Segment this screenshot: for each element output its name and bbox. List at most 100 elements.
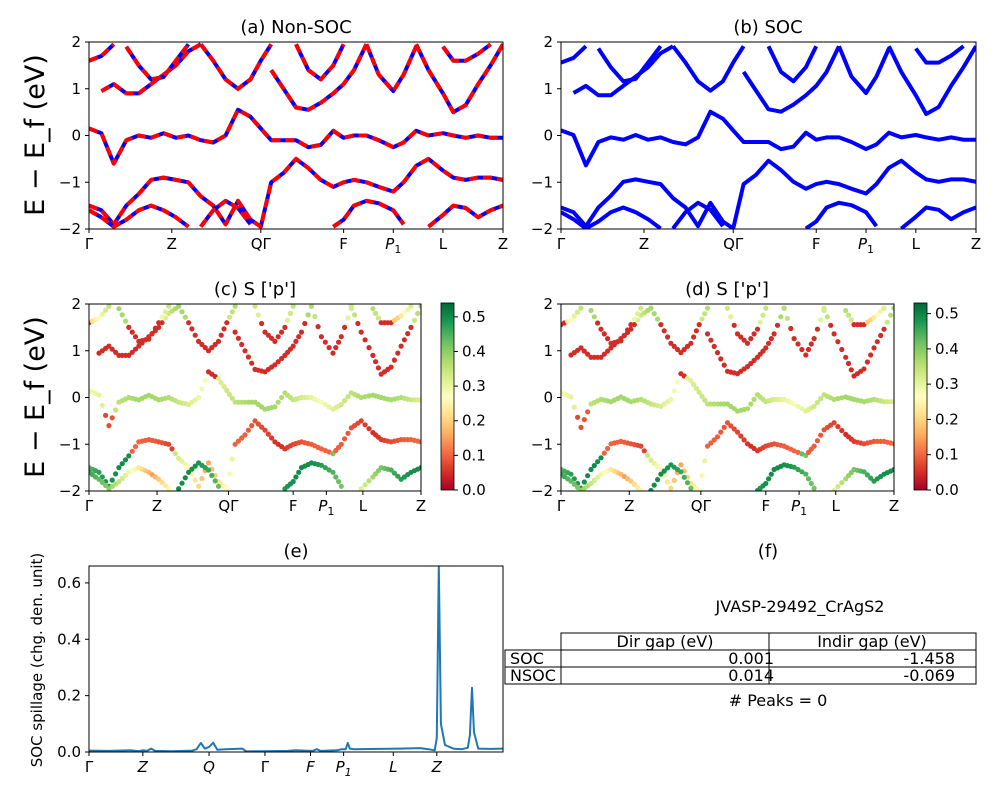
projection-point <box>688 340 694 346</box>
projection-point <box>655 477 661 483</box>
projection-point <box>166 304 172 309</box>
band-line-soc-8 <box>596 44 663 84</box>
projection-point <box>645 452 651 459</box>
projection-point <box>891 441 894 447</box>
projection-point <box>568 471 574 477</box>
projection-point <box>648 457 654 463</box>
projection-point <box>212 478 218 484</box>
projection-point <box>835 396 841 402</box>
projection-point <box>751 396 757 402</box>
band-line-up-4 <box>332 198 406 229</box>
projection-point <box>638 443 644 449</box>
projection-point <box>126 352 132 358</box>
panel-d-ytick-label: 0 <box>543 389 553 407</box>
projection-point <box>595 459 601 465</box>
panel-b-title: (b) SOC <box>733 17 802 38</box>
projection-point <box>728 314 734 320</box>
projection-point <box>242 348 248 354</box>
projection-point <box>370 306 376 312</box>
panel-d-title: (d) S ['p'] <box>685 279 769 300</box>
projection-point <box>591 314 597 320</box>
projection-point <box>358 329 364 335</box>
projection-point <box>738 433 744 439</box>
projection-point <box>618 338 624 344</box>
projection-point <box>744 406 751 412</box>
projection-point <box>763 345 769 351</box>
projection-point <box>106 343 112 349</box>
table-header-dir-gap: Dir gap (eV) <box>617 632 714 651</box>
panel-d-xtick-label: QΓ <box>691 497 712 515</box>
projection-point <box>290 479 296 485</box>
panel-a-xtick-label: Γ <box>85 235 94 253</box>
projection-point <box>668 396 674 402</box>
panel-c-ylabel: E − E_f (eV) <box>20 316 51 478</box>
projection-point <box>711 343 717 349</box>
projection-point <box>176 304 182 309</box>
projection-point <box>358 394 364 401</box>
band-line-soc-2 <box>561 205 662 229</box>
projection-point <box>839 480 845 486</box>
projection-point <box>588 480 594 487</box>
projection-point <box>588 466 594 473</box>
projection-point <box>199 475 205 482</box>
projection-point <box>571 313 577 319</box>
projection-point <box>795 449 801 455</box>
table-row-soc-indir: -1.458 <box>903 649 955 668</box>
projection-point <box>591 463 597 469</box>
panel-b-ytick-label: 2 <box>543 33 553 51</box>
band-line-down-11 <box>294 43 346 82</box>
band-line-soc-11 <box>766 45 818 84</box>
panel-d-xtick-label: Z <box>624 497 634 515</box>
projection-point <box>778 314 784 320</box>
projection-point <box>795 466 801 473</box>
projection-point <box>119 312 125 318</box>
panel-e-xtick-label: Γ <box>261 758 270 776</box>
projection-point <box>831 420 837 426</box>
panel-d-ytick-label: −2 <box>531 482 553 500</box>
projection-point <box>272 338 278 344</box>
projection-point <box>795 341 801 347</box>
panel-a-xtick-label: F <box>339 235 348 253</box>
projection-point <box>881 326 887 332</box>
projection-point <box>352 312 358 318</box>
projection-point <box>296 334 302 340</box>
projection-point <box>585 351 591 357</box>
projection-point <box>218 332 224 338</box>
colorbar-tick-label: 0.2 <box>462 412 486 430</box>
projection-point <box>648 487 654 491</box>
band-line-down-10 <box>269 43 369 112</box>
projection-point <box>401 337 407 343</box>
projection-point <box>871 315 877 321</box>
projection-point <box>342 398 348 404</box>
projection-point <box>748 336 754 342</box>
projection-point <box>375 365 381 371</box>
projection-point <box>113 407 119 413</box>
projection-point <box>252 418 258 424</box>
projection-point <box>342 324 348 330</box>
projection-point <box>835 339 841 345</box>
projection-point <box>839 346 845 353</box>
projection-point <box>132 444 139 450</box>
projection-point <box>821 305 827 311</box>
projection-point <box>205 348 212 354</box>
projection-point <box>192 332 198 338</box>
projection-point <box>103 482 109 489</box>
projection-point <box>751 331 757 337</box>
projection-point <box>221 384 227 390</box>
projection-point <box>179 309 185 315</box>
projection-point <box>771 331 777 337</box>
projection-point <box>671 477 677 483</box>
projection-point <box>788 325 794 332</box>
projection-point <box>113 471 119 477</box>
projection-point <box>162 482 168 489</box>
panel-d-xtick-label: F <box>761 497 770 515</box>
projection-point <box>182 461 188 468</box>
table-row-nsoc-dir: 0.014 <box>728 666 774 685</box>
band-line-soc-14 <box>914 44 965 65</box>
projection-point <box>116 465 122 471</box>
projection-point <box>795 403 801 409</box>
colorbar-tick-label: 0.3 <box>935 375 959 393</box>
band-line-soc-10 <box>741 45 841 114</box>
projection-point <box>373 310 379 316</box>
projection-point <box>741 437 747 443</box>
